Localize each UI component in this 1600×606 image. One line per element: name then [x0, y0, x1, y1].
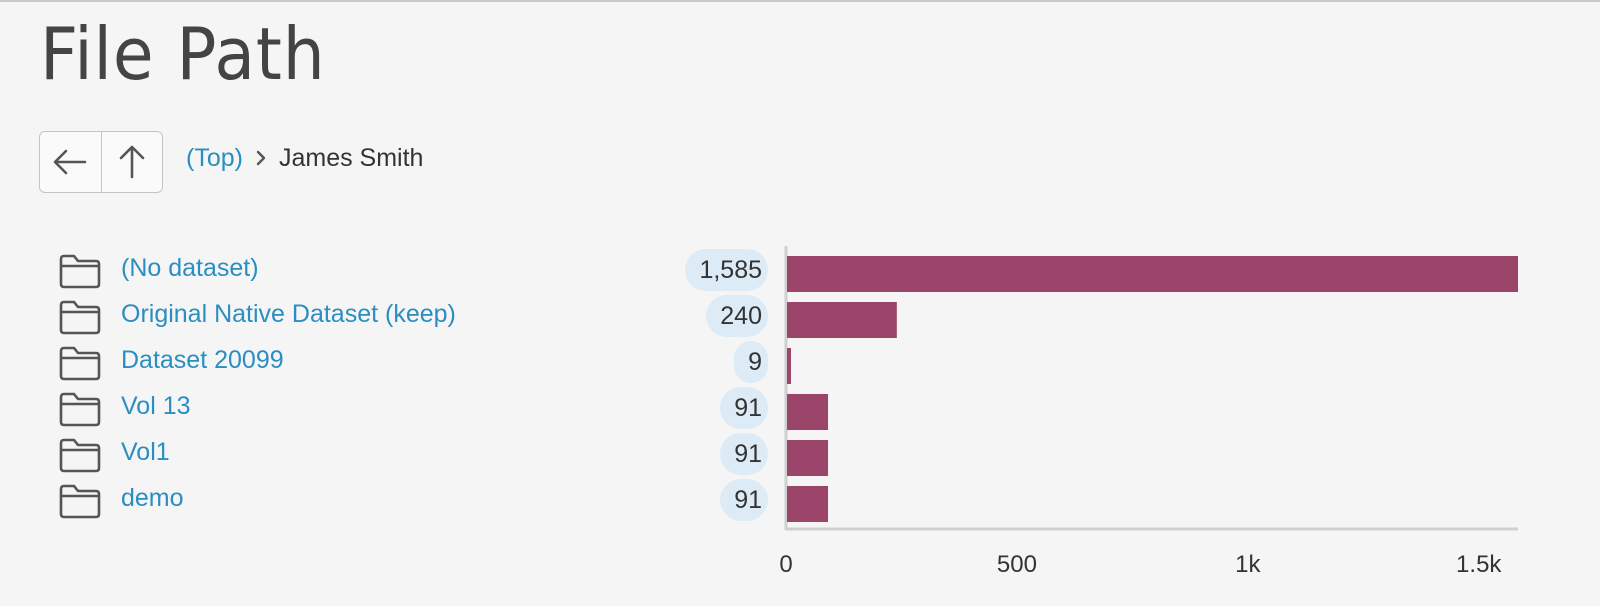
count-badge: 91 — [720, 433, 768, 475]
count-badge: 91 — [720, 479, 768, 521]
count-badge: 240 — [706, 295, 768, 337]
x-tick-label: 1.5k — [1456, 551, 1502, 578]
breadcrumb-current: James Smith — [278, 144, 424, 172]
bar[interactable] — [787, 256, 1518, 292]
folder-row[interactable]: Vol 13 91 — [0, 385, 1600, 431]
count-badge: 1,585 — [685, 249, 768, 291]
bar[interactable] — [787, 440, 829, 476]
x-tick-label: 500 — [997, 551, 1037, 578]
folder-icon — [59, 392, 101, 427]
folder-row[interactable]: Vol1 91 — [0, 431, 1600, 477]
bar[interactable] — [787, 394, 829, 430]
top-border — [0, 0, 1600, 2]
folder-link[interactable]: Dataset 20099 — [121, 346, 284, 374]
folder-icon — [59, 438, 101, 473]
bar[interactable] — [787, 302, 897, 338]
folder-link[interactable]: Original Native Dataset (keep) — [121, 300, 456, 328]
bar[interactable] — [787, 348, 791, 384]
folder-link[interactable]: Vol 13 — [121, 392, 191, 420]
folder-icon — [59, 484, 101, 519]
up-button[interactable] — [100, 132, 163, 192]
x-tick-label: 1k — [1235, 551, 1261, 578]
count-badge: 9 — [734, 341, 768, 383]
folder-icon — [59, 254, 101, 289]
folder-icon — [59, 346, 101, 381]
navigation-button-group — [39, 131, 163, 193]
bar[interactable] — [787, 486, 829, 522]
arrow-up-icon — [119, 145, 145, 179]
folder-row[interactable]: Original Native Dataset (keep) 240 — [0, 293, 1600, 339]
x-tick-label: 0 — [779, 551, 792, 578]
page-title: File Path — [40, 12, 326, 96]
chevron-right-icon — [255, 150, 267, 166]
folder-icon — [59, 300, 101, 335]
folder-row[interactable]: Dataset 20099 9 — [0, 339, 1600, 385]
folder-link[interactable]: (No dataset) — [121, 254, 259, 282]
folder-link[interactable]: demo — [121, 484, 184, 512]
breadcrumb: (Top) James Smith — [186, 142, 423, 174]
back-button[interactable] — [40, 132, 101, 192]
bar-chart: 0 500 1k 1.5k — [779, 246, 1518, 578]
arrow-left-icon — [53, 149, 87, 175]
count-badge: 91 — [720, 387, 768, 429]
breadcrumb-top-link[interactable]: (Top) — [186, 144, 243, 172]
folder-link[interactable]: Vol1 — [121, 438, 170, 466]
folder-row[interactable]: (No dataset) 1,585 — [0, 247, 1600, 293]
folder-row[interactable]: demo 91 — [0, 477, 1600, 523]
